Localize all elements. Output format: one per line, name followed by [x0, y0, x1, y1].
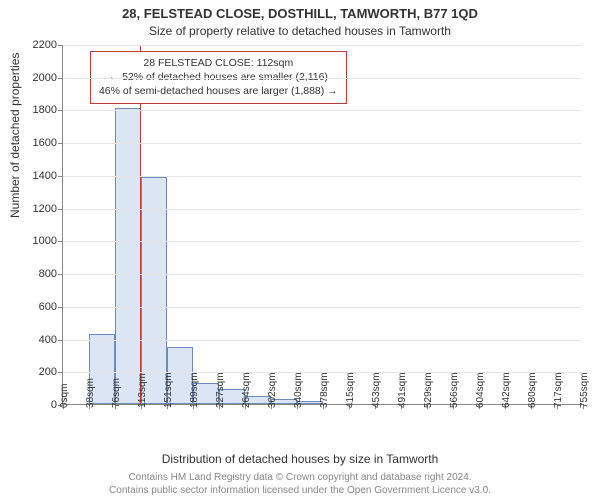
ytick-label: 1800	[33, 104, 57, 116]
ytick-label: 0	[51, 399, 57, 411]
footer-line-1: Contains HM Land Registry data © Crown c…	[0, 472, 600, 483]
xtick-label: 680sqm	[527, 372, 538, 408]
ytick-label: 600	[39, 301, 57, 313]
xtick-label: 491sqm	[397, 372, 408, 408]
ytick-mark	[58, 176, 63, 177]
gridline	[63, 307, 582, 308]
gridline	[63, 340, 582, 341]
xtick-label: 642sqm	[501, 372, 512, 408]
gridline	[63, 274, 582, 275]
histogram-bar	[115, 108, 141, 404]
ytick-label: 1200	[33, 203, 57, 215]
gridline	[63, 176, 582, 177]
xtick-label: 113sqm	[137, 373, 148, 408]
gridline	[63, 45, 582, 46]
ytick-label: 1600	[33, 137, 57, 149]
ytick-mark	[58, 307, 63, 308]
ytick-mark	[58, 209, 63, 210]
histogram-bar	[141, 177, 167, 404]
xtick-label: 566sqm	[449, 372, 460, 408]
chart-title-line2: Size of property relative to detached ho…	[0, 24, 600, 38]
ytick-label: 1000	[33, 235, 57, 247]
ytick-mark	[58, 241, 63, 242]
ytick-mark	[58, 372, 63, 373]
xtick-label: 38sqm	[85, 378, 96, 408]
xtick-label: 76sqm	[111, 378, 122, 408]
ytick-mark	[58, 45, 63, 46]
annotation-line-1: 28 FELSTEAD CLOSE: 112sqm	[99, 56, 338, 70]
xtick-label: 264sqm	[241, 372, 252, 408]
gridline	[63, 143, 582, 144]
xtick-label: 717sqm	[553, 372, 564, 408]
xtick-label: 151sqm	[163, 372, 174, 408]
xtick-label: 604sqm	[475, 372, 486, 408]
gridline	[63, 209, 582, 210]
ytick-mark	[58, 340, 63, 341]
x-axis-label: Distribution of detached houses by size …	[0, 452, 600, 466]
xtick-label: 378sqm	[319, 372, 330, 408]
annotation-line-3: 46% of semi-detached houses are larger (…	[99, 84, 338, 98]
figure: 28, FELSTEAD CLOSE, DOSTHILL, TAMWORTH, …	[0, 0, 600, 500]
ytick-mark	[58, 78, 63, 79]
plot-area: 28 FELSTEAD CLOSE: 112sqm ← 52% of detac…	[62, 45, 582, 405]
footer-line-2: Contains public sector information licen…	[0, 485, 600, 496]
gridline	[63, 78, 582, 79]
xtick-label: 755sqm	[579, 372, 590, 408]
xtick-label: 415sqm	[345, 372, 356, 408]
xtick-label: 302sqm	[267, 372, 278, 408]
ytick-label: 1400	[33, 170, 57, 182]
xtick-label: 0sqm	[59, 384, 70, 408]
ytick-label: 800	[39, 268, 57, 280]
ytick-mark	[58, 110, 63, 111]
ytick-label: 2000	[33, 72, 57, 84]
xtick-label: 340sqm	[293, 372, 304, 408]
ytick-label: 200	[39, 366, 57, 378]
y-axis-label: Number of detached properties	[8, 53, 22, 218]
xtick-label: 529sqm	[423, 372, 434, 408]
ytick-mark	[58, 274, 63, 275]
gridline	[63, 241, 582, 242]
ytick-label: 400	[39, 334, 57, 346]
ytick-label: 2200	[33, 39, 57, 51]
xtick-label: 227sqm	[215, 372, 226, 408]
chart-title-line1: 28, FELSTEAD CLOSE, DOSTHILL, TAMWORTH, …	[0, 6, 600, 21]
gridline	[63, 110, 582, 111]
ytick-mark	[58, 143, 63, 144]
xtick-label: 189sqm	[189, 372, 200, 408]
xtick-label: 453sqm	[371, 372, 382, 408]
